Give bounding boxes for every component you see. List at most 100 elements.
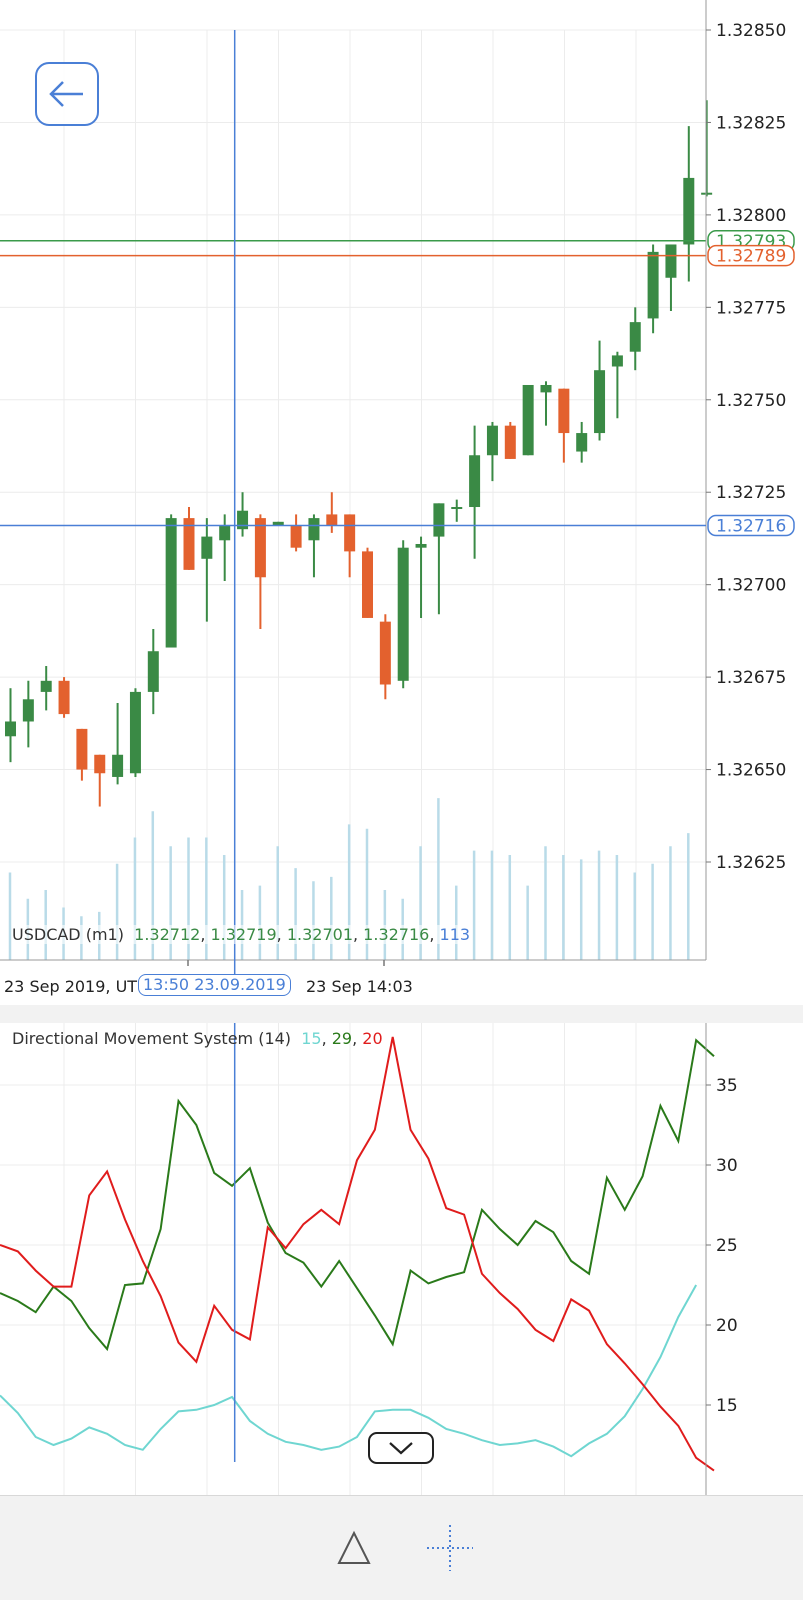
candle-body bbox=[451, 507, 463, 510]
drawing-tools-button[interactable] bbox=[324, 1518, 384, 1578]
dmi-tick-label: 15 bbox=[716, 1396, 738, 1416]
price-tick-label: 1.32800 bbox=[716, 206, 786, 226]
price-tick-label: 1.32675 bbox=[716, 668, 786, 688]
price-tick-label: 1.32750 bbox=[716, 391, 786, 411]
candle-body bbox=[558, 388, 570, 434]
candle-body bbox=[272, 521, 284, 526]
separator: , bbox=[321, 1029, 332, 1048]
plus-di-line bbox=[0, 1038, 715, 1352]
candle-body bbox=[58, 680, 70, 715]
open-value: 1.32712 bbox=[134, 925, 201, 944]
candle-body bbox=[308, 518, 320, 541]
crosshair: 1.32716 bbox=[0, 30, 795, 1462]
candle-body bbox=[540, 384, 552, 393]
candle-body bbox=[433, 503, 445, 537]
bid-price-label: 1.32789 bbox=[716, 247, 786, 267]
volume-value: 113 bbox=[439, 925, 471, 944]
candle-body bbox=[219, 525, 231, 541]
dmi-legend: Directional Movement System (14) 15, 29,… bbox=[12, 1029, 383, 1048]
bid-price-label-box bbox=[707, 244, 795, 267]
price-grid bbox=[0, 29, 706, 960]
crosshair-price-box bbox=[707, 514, 795, 537]
candle-body bbox=[147, 651, 159, 692]
candle-body bbox=[129, 691, 141, 774]
candle-body bbox=[326, 514, 338, 526]
price-lines bbox=[0, 240, 706, 257]
candle-body bbox=[415, 543, 427, 548]
bottom-toolbar bbox=[0, 1495, 803, 1600]
candle-body bbox=[344, 514, 356, 552]
price-tick-label: 1.32850 bbox=[716, 21, 786, 41]
price-tick-label: 1.32650 bbox=[716, 761, 786, 781]
low-value: 1.32701 bbox=[286, 925, 353, 944]
price-tick-label: 1.32725 bbox=[716, 483, 786, 503]
dmi-tick-label: 30 bbox=[716, 1156, 738, 1176]
candle-body bbox=[94, 754, 106, 774]
time-axis-right-label: 23 Sep 14:03 bbox=[306, 977, 413, 996]
dmi-grid bbox=[0, 1023, 706, 1495]
adx-line bbox=[0, 1284, 698, 1458]
candle-body bbox=[379, 621, 391, 685]
symbol-label: USDCAD (m1) bbox=[12, 925, 124, 944]
candle-body bbox=[290, 525, 302, 548]
crosshair-price-label: 1.32716 bbox=[716, 517, 786, 537]
separator: , bbox=[352, 1029, 363, 1048]
candle-body bbox=[254, 518, 266, 578]
candle-body bbox=[594, 370, 606, 434]
panel-divider[interactable] bbox=[0, 1005, 803, 1023]
candle-body bbox=[576, 433, 588, 452]
crosshair-time-label: 13:50 23.09.2019 bbox=[138, 974, 291, 996]
adx-value: 15 bbox=[301, 1029, 322, 1048]
time-axis-left-label: 23 Sep 2019, UT bbox=[4, 977, 138, 996]
price-axis: 1.32850 1.32825 1.32800 1.32775 1.32750 1.327… bbox=[0, 0, 795, 966]
candle-body bbox=[5, 721, 16, 737]
price-tick-label: 1.32825 bbox=[716, 113, 786, 133]
crosshair-button[interactable] bbox=[420, 1518, 480, 1578]
candle-body bbox=[522, 384, 534, 456]
separator: , bbox=[276, 925, 287, 944]
candle-body bbox=[665, 244, 677, 278]
separator: , bbox=[353, 925, 364, 944]
chevron-down-icon bbox=[389, 1442, 413, 1455]
arrow-left-icon bbox=[49, 81, 83, 107]
candle-body bbox=[611, 355, 623, 367]
candle-body bbox=[76, 728, 88, 770]
dmi-series bbox=[0, 1036, 715, 1472]
price-tick-label: 1.32775 bbox=[716, 298, 786, 318]
dmi-tick-label: 25 bbox=[716, 1236, 738, 1256]
candle-body bbox=[112, 754, 124, 777]
dmi-tick-label: 35 bbox=[716, 1076, 738, 1096]
separator: , bbox=[200, 925, 211, 944]
crosshair-icon bbox=[427, 1525, 473, 1571]
candle-body bbox=[183, 518, 195, 570]
separator: , bbox=[429, 925, 440, 944]
dmi-title: Directional Movement System (14) bbox=[12, 1029, 292, 1048]
candle-body bbox=[647, 251, 659, 319]
candle-body bbox=[504, 425, 516, 459]
collapse-panel-button[interactable] bbox=[368, 1432, 434, 1464]
candle-body bbox=[397, 547, 409, 681]
candle-body bbox=[683, 177, 695, 245]
candle-body bbox=[40, 680, 52, 692]
candlestick-series bbox=[5, 100, 713, 807]
candle-body bbox=[362, 551, 373, 618]
dmi-tick-label: 20 bbox=[716, 1316, 738, 1336]
candle-body bbox=[469, 455, 481, 508]
ohlc-legend: USDCAD (m1) 1.32712, 1.32719, 1.32701, 1… bbox=[12, 925, 471, 944]
candle-body bbox=[201, 536, 213, 559]
candle-body bbox=[22, 699, 34, 722]
price-tick-label: 1.32700 bbox=[716, 576, 786, 596]
candle-body bbox=[237, 510, 249, 530]
candle-body bbox=[629, 322, 641, 352]
minus-di-line bbox=[0, 1036, 715, 1472]
candle-body bbox=[701, 192, 713, 195]
candle-body bbox=[486, 425, 498, 456]
candle-body bbox=[165, 518, 177, 648]
plus-di-value: 29 bbox=[331, 1029, 353, 1048]
price-tick-label: 1.32625 bbox=[716, 853, 786, 873]
close-value: 1.32716 bbox=[363, 925, 430, 944]
minus-di-value: 20 bbox=[362, 1029, 383, 1048]
back-button[interactable] bbox=[35, 62, 99, 126]
triangle-icon bbox=[337, 1530, 371, 1564]
